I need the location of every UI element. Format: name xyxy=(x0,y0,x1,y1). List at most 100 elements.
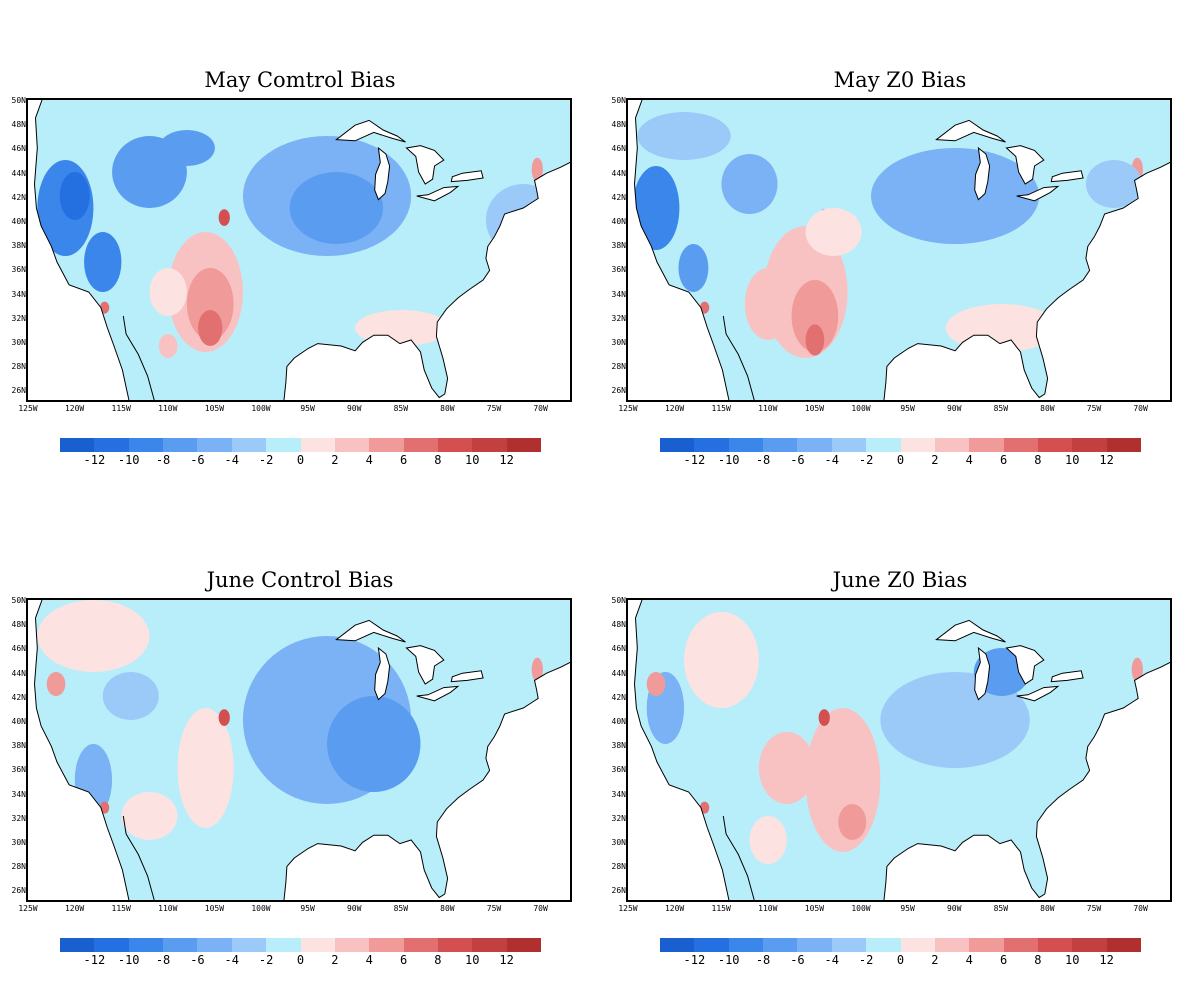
panel-may-z0: May Z0 Bias 50N 48N 46N 44N 42N 40N 38N 36N 34N 3… xyxy=(600,0,1200,500)
colorbar-tick-label: -12 xyxy=(683,453,706,467)
colorbar-swatch xyxy=(660,438,695,452)
colorbar-swatch xyxy=(231,438,267,452)
colorbar-swatch xyxy=(900,438,935,452)
colorbar-tick-label: -8 xyxy=(155,453,171,467)
lake-outline xyxy=(335,619,406,643)
colorbar-tick-label: 6 xyxy=(399,453,408,467)
anomaly-region xyxy=(289,172,384,244)
longitude-tick-label: 105W xyxy=(204,404,225,413)
longitude-tick-label: 120W xyxy=(664,404,685,413)
colorbar-tick-label: -6 xyxy=(190,453,205,467)
colorbar-tick-label: -10 xyxy=(717,453,740,467)
longitude-tick-label: 80W xyxy=(440,904,455,913)
colorbar-swatch xyxy=(334,938,370,952)
colorbar-swatch xyxy=(831,938,867,952)
colorbar-swatch xyxy=(300,938,335,952)
colorbar-tick-label: -6 xyxy=(790,453,805,467)
colorbar-tick-label: -6 xyxy=(190,953,205,967)
colorbar-tick-label: -6 xyxy=(790,953,805,967)
colorbar-swatch xyxy=(969,438,1004,452)
anomaly-region xyxy=(218,209,230,226)
latitude-tick-label: 32N xyxy=(11,813,26,823)
ocean-mask-atlantic-gulf xyxy=(284,162,570,400)
latitude-tick-label: 48N xyxy=(11,120,26,130)
colorbar-tick-label: -10 xyxy=(717,953,740,967)
longitude-tick-label: 75W xyxy=(486,404,502,413)
colorbar-swatch xyxy=(472,438,507,452)
colorbar-tick-label: 0 xyxy=(296,953,305,967)
latitude-tick-label: 48N xyxy=(11,620,26,630)
latitude-tick-label: 50N xyxy=(11,596,26,605)
coastline xyxy=(33,600,130,900)
colorbar-tick-label: -10 xyxy=(117,453,140,467)
colorbar-swatch xyxy=(128,938,164,952)
latitude-tick-label: 46N xyxy=(11,144,26,154)
colorbar-swatch xyxy=(694,438,729,452)
colorbar-swatch xyxy=(934,938,970,952)
colorbar-tick-label: 8 xyxy=(434,953,442,967)
longitude-tick-label: 95W xyxy=(300,904,315,913)
colorbar-swatch xyxy=(506,438,542,452)
colorbar-tick-label: -12 xyxy=(83,453,106,467)
panel-june-control: June Control Bias 50N 48N 46N 44N 42N 40N 38N 3… xyxy=(0,500,600,1000)
colorbar-swatch xyxy=(1003,438,1038,452)
latitude-tick-label: 50N xyxy=(611,96,626,105)
colorbar-swatch xyxy=(437,438,473,452)
lake-outline xyxy=(335,119,406,143)
colorbar-swatch xyxy=(1003,938,1038,952)
anomaly-region xyxy=(721,154,778,214)
latitude-tick-label: 50N xyxy=(11,96,26,105)
latitude-tick-label: 38N xyxy=(11,741,26,751)
latitude-tick-label: 44N xyxy=(611,668,626,678)
colorbar-swatch xyxy=(403,938,438,952)
longitude-tick-label: 120W xyxy=(664,904,685,913)
latitude-tick-label: 48N xyxy=(611,620,626,630)
colorbar-swatch xyxy=(694,938,729,952)
latitude-tick-label: 34N xyxy=(11,789,26,799)
lake-outline xyxy=(935,619,1006,643)
colorbar-swatch xyxy=(506,938,542,952)
colorbar-swatch xyxy=(969,938,1004,952)
longitude-tick-label: 100W xyxy=(251,404,271,413)
colorbar-tick-label: 12 xyxy=(1099,453,1114,467)
colorbar-tick-label: -12 xyxy=(83,953,106,967)
latitude-tick-label: 32N xyxy=(11,313,26,323)
colorbar-tick-label: 2 xyxy=(331,453,339,467)
colorbar-swatch xyxy=(266,438,301,452)
map-frame xyxy=(626,98,1172,402)
ocean-mask-atlantic-gulf xyxy=(884,162,1170,400)
colorbar-tick-label: -8 xyxy=(755,953,771,967)
colorbar-tick-label: 4 xyxy=(365,953,373,967)
latitude-tick-label: 38N xyxy=(11,241,26,251)
longitude-tick-label: 125W xyxy=(18,404,38,413)
latitude-tick-label: 42N xyxy=(11,192,26,202)
latitude-tick-label: 28N xyxy=(611,362,626,372)
anomaly-region xyxy=(838,804,867,840)
longitude-tick-label: 105W xyxy=(204,904,225,913)
anomaly-region xyxy=(1085,160,1142,208)
longitude-tick-label: 105W xyxy=(804,404,825,413)
colorbar-tick-label: 12 xyxy=(1099,953,1114,967)
latitude-tick-label: 46N xyxy=(11,644,26,654)
colorbar-swatch xyxy=(797,438,832,452)
latitude-tick-label: 34N xyxy=(11,289,26,299)
latitude-tick-label: 30N xyxy=(11,838,26,847)
anomaly-region xyxy=(637,112,731,160)
anomaly-region xyxy=(749,816,787,864)
colorbar-tick-label: 2 xyxy=(331,953,339,967)
panel-may-control: May Comtrol Bias 50N 48N 46N 44N 42N 40N 38N 36… xyxy=(0,0,600,500)
colorbar-swatch xyxy=(1072,938,1107,952)
anomaly-region xyxy=(102,672,159,720)
colorbar-swatch xyxy=(728,938,764,952)
latitude-tick-label: 26N xyxy=(11,386,26,396)
anomaly-region xyxy=(327,696,421,792)
longitude-tick-label: 80W xyxy=(440,404,455,413)
bias-map xyxy=(28,100,570,400)
colorbar xyxy=(60,938,542,952)
anomaly-region xyxy=(186,268,234,340)
longitude-tick-label: 70W xyxy=(1133,404,1148,413)
longitude-tick-label: 115W xyxy=(711,904,731,913)
anomaly-region xyxy=(531,157,543,182)
colorbar-swatch xyxy=(763,438,798,452)
colorbar-tick-label: -2 xyxy=(858,953,874,967)
